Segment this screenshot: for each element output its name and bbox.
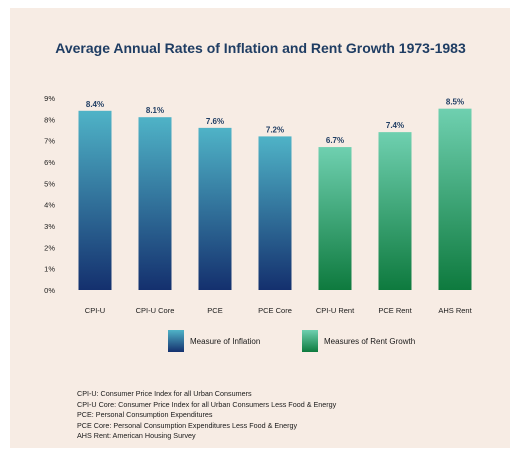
x-tick-label: PCE [207,306,222,315]
footnote: AHS Rent: American Housing Survey [77,431,196,441]
x-tick-label: CPI-U [85,306,105,315]
footnote: PCE Core: Personal Consumption Expenditu… [77,420,298,430]
y-tick-label: 1% [44,265,55,274]
y-tick-label: 6% [44,158,55,167]
y-tick-label: 3% [44,222,55,231]
chart-title: Average Annual Rates of Inflation and Re… [55,40,466,56]
y-tick-label: 5% [44,179,55,188]
data-label: 7.2% [266,125,284,134]
data-label: 7.6% [206,117,224,126]
y-tick-label: 8% [44,115,55,124]
bar-pce [198,127,232,290]
legend-item-rent: Measures of Rent Growth [302,330,415,352]
x-tick-label: PCE Rent [378,306,412,315]
data-label: 6.7% [326,136,344,145]
legend-swatch-inflation [168,330,184,352]
bar-cpi-u [78,110,112,290]
legend-label-inflation: Measure of Inflation [190,336,261,346]
footnote: CPI-U: Consumer Price Index for all Urba… [77,389,252,398]
y-tick-label: 9% [44,94,55,103]
x-tick-label: CPI-U Core [136,306,175,315]
footnotes: CPI-U: Consumer Price Index for all Urba… [77,389,336,442]
data-label: 7.4% [386,121,404,130]
legend-label-rent: Measures of Rent Growth [324,336,416,346]
bar-cpi-u-rent [318,147,352,290]
bars: 8.4% 8.1% 7.6% 7.2% 6.7% 7.4% 8.5% [78,98,472,291]
x-tick-label: AHS Rent [438,306,472,315]
legend-item-inflation: Measure of Inflation [168,330,260,352]
y-axis: 0% 1% 2% 3% 4% 5% 6% 7% 8% 9% [44,94,55,295]
y-tick-label: 2% [44,243,55,252]
bar-pce-core [258,136,292,290]
bar-pce-rent [378,132,412,290]
footnote: PCE: Personal Consumption Expenditures [77,410,213,420]
y-tick-label: 7% [44,137,55,146]
data-label: 8.4% [86,100,104,109]
y-tick-label: 4% [44,201,55,210]
footnote: CPI-U Core: Consumer Price Index for all… [77,399,337,409]
x-tick-label: PCE Core [258,306,292,315]
bar-cpi-u-core [138,117,172,290]
y-tick-label: 0% [44,286,55,295]
x-tick-label: CPI-U Rent [316,306,355,315]
data-label: 8.5% [446,98,464,107]
legend-swatch-rent [302,330,318,352]
x-axis: CPI-U CPI-U Core PCE PCE Core CPI-U Rent PCE … [85,306,473,315]
bar-ahs-rent [438,108,472,291]
data-label: 8.1% [146,106,164,115]
